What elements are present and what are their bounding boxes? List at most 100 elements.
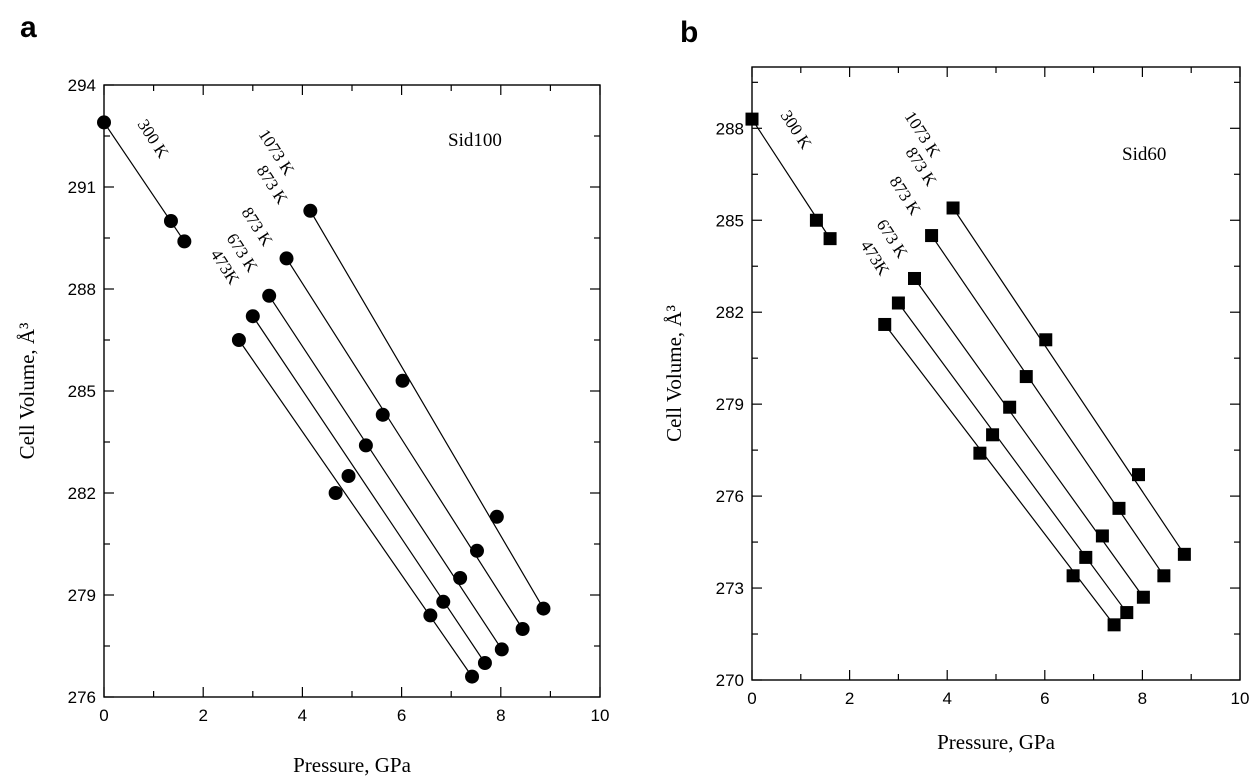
x-tick-label: 10 — [591, 706, 610, 725]
data-point — [1157, 569, 1171, 583]
data-point — [1107, 618, 1121, 632]
x-tick-label: 2 — [198, 706, 207, 725]
fit-line — [252, 315, 486, 664]
data-point — [177, 234, 192, 249]
data-point — [436, 594, 451, 609]
fit-line — [931, 235, 1165, 577]
data-point — [745, 112, 759, 126]
x-axis-title: Pressure, GPa — [293, 753, 411, 776]
data-point — [891, 296, 905, 310]
data-point — [97, 115, 111, 130]
data-point — [262, 288, 277, 303]
data-point — [245, 309, 260, 324]
fit-line — [897, 302, 1128, 613]
data-point — [1079, 550, 1093, 564]
y-tick-label: 276 — [68, 688, 96, 707]
x-tick-label: 0 — [99, 706, 108, 725]
data-point — [279, 251, 294, 266]
data-point — [469, 543, 484, 558]
series: 873 K — [238, 204, 509, 657]
fit-line — [952, 207, 1185, 555]
x-tick-label: 4 — [942, 689, 951, 708]
data-point — [163, 214, 178, 228]
data-point — [1095, 529, 1109, 543]
series: 873 K — [253, 162, 530, 636]
data-point — [453, 571, 468, 585]
data-point — [515, 622, 530, 636]
data-point — [489, 509, 504, 524]
series: 873 K — [902, 144, 1171, 583]
fit-line — [309, 210, 544, 609]
data-point — [536, 601, 551, 616]
fit-line — [914, 278, 1144, 598]
data-point — [375, 407, 390, 422]
x-tick-label: 0 — [747, 689, 756, 708]
data-point — [423, 608, 438, 623]
data-point — [925, 229, 939, 243]
x-tick-label: 8 — [496, 706, 505, 725]
x-tick-label: 6 — [1040, 689, 1049, 708]
data-point — [973, 446, 987, 460]
data-point — [1019, 370, 1033, 384]
x-tick-label: 10 — [1231, 689, 1250, 708]
series: 1073 K — [901, 108, 1191, 561]
y-tick-label: 279 — [68, 586, 96, 605]
data-point — [1136, 590, 1150, 604]
panel-b: b 0 2 4 6 8 10 270 273 276 279 282 285 288 Pressure, G… — [662, 16, 1249, 754]
series-label: 300 K — [777, 107, 816, 153]
y-tick-label: 270 — [716, 671, 744, 690]
y-tick-label: 282 — [68, 484, 96, 503]
data-point — [341, 469, 356, 483]
panel-letter: a — [20, 11, 37, 44]
data-point — [986, 428, 1000, 442]
plot-frame — [751, 66, 1241, 681]
data-point — [231, 333, 246, 347]
x-tick-label: 8 — [1138, 689, 1147, 708]
series: 473K — [207, 246, 480, 684]
fit-line — [268, 295, 503, 650]
y-tick-label: 285 — [68, 382, 96, 401]
data-point — [358, 438, 373, 453]
series: 1073 K — [255, 126, 551, 616]
y-tick-label: 288 — [716, 119, 744, 138]
panel-letter: b — [680, 16, 698, 49]
data-point — [494, 642, 509, 657]
y-tick-label: 294 — [68, 76, 96, 95]
data-point — [303, 203, 318, 218]
data-point — [1120, 606, 1134, 620]
data-point — [908, 271, 922, 285]
data-point — [946, 201, 960, 215]
panel-a: a 0 2 4 6 8 10 276 279 282 285 288 291 294 Pressure, G… — [15, 11, 609, 776]
data-point — [477, 656, 492, 670]
data-point — [823, 232, 837, 246]
y-axis-title: Cell Volume, Å³ — [15, 323, 39, 460]
data-point — [1003, 400, 1017, 414]
data-point — [1039, 333, 1053, 347]
y-tick-label: 285 — [716, 211, 744, 230]
sample-label: Sid60 — [1122, 144, 1166, 165]
y-tick-label: 282 — [716, 303, 744, 322]
y-tick-label: 276 — [716, 487, 744, 506]
data-point — [1112, 501, 1126, 515]
series-label: 300 K — [134, 116, 173, 162]
data-point — [1177, 547, 1191, 561]
data-point — [395, 373, 410, 388]
fit-line — [286, 258, 524, 630]
data-point — [1066, 569, 1080, 583]
sample-label: Sid100 — [448, 130, 502, 151]
data-point — [465, 669, 480, 684]
y-tick-label: 273 — [716, 579, 744, 598]
data-point — [809, 213, 823, 227]
x-axis-title: Pressure, GPa — [937, 730, 1055, 754]
y-tick-label: 288 — [68, 280, 96, 299]
series: 300 K — [745, 107, 837, 246]
fit-line — [238, 339, 473, 677]
y-tick-label: 291 — [68, 178, 96, 197]
x-tick-label: 4 — [298, 706, 307, 725]
data-point — [878, 317, 892, 331]
x-tick-label: 2 — [845, 689, 854, 708]
y-axis-title: Cell Volume, Å³ — [662, 305, 686, 442]
x-tick-label: 6 — [397, 706, 406, 725]
data-point — [328, 486, 343, 500]
